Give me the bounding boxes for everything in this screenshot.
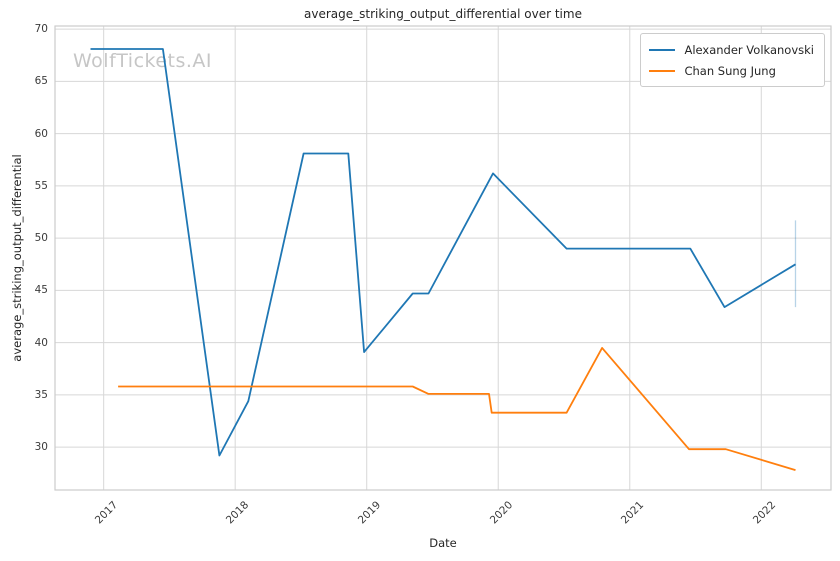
- y-tick-label: 30: [34, 441, 48, 454]
- y-tick-label: 35: [34, 388, 48, 401]
- y-tick-label: 65: [34, 75, 48, 88]
- y-tick-label: 50: [34, 232, 48, 245]
- y-tick-label: 55: [34, 179, 48, 192]
- legend-item: Chan Sung Jung: [649, 60, 814, 81]
- y-tick-label: 70: [34, 23, 48, 36]
- series-line-chan-sung-jung: [118, 346, 796, 471]
- legend: Alexander Volkanovski Chan Sung Jung: [640, 33, 825, 87]
- legend-line-swatch-orange: [649, 69, 676, 72]
- series-line-alexander-volkanovski: [90, 48, 796, 457]
- y-tick-label: 45: [34, 284, 48, 297]
- legend-item: Alexander Volkanovski: [649, 39, 814, 60]
- legend-line-swatch-blue: [649, 48, 676, 51]
- y-tick-label: 40: [34, 336, 48, 349]
- legend-label: Chan Sung Jung: [684, 63, 776, 78]
- x-axis-label: Date: [429, 536, 457, 550]
- chart-title: average_striking_output_differential ove…: [304, 7, 582, 21]
- watermark: WolfTickets.AI: [73, 50, 213, 72]
- legend-label: Alexander Volkanovski: [684, 42, 814, 57]
- plot-border: [54, 25, 832, 491]
- y-tick-label: 60: [34, 127, 48, 140]
